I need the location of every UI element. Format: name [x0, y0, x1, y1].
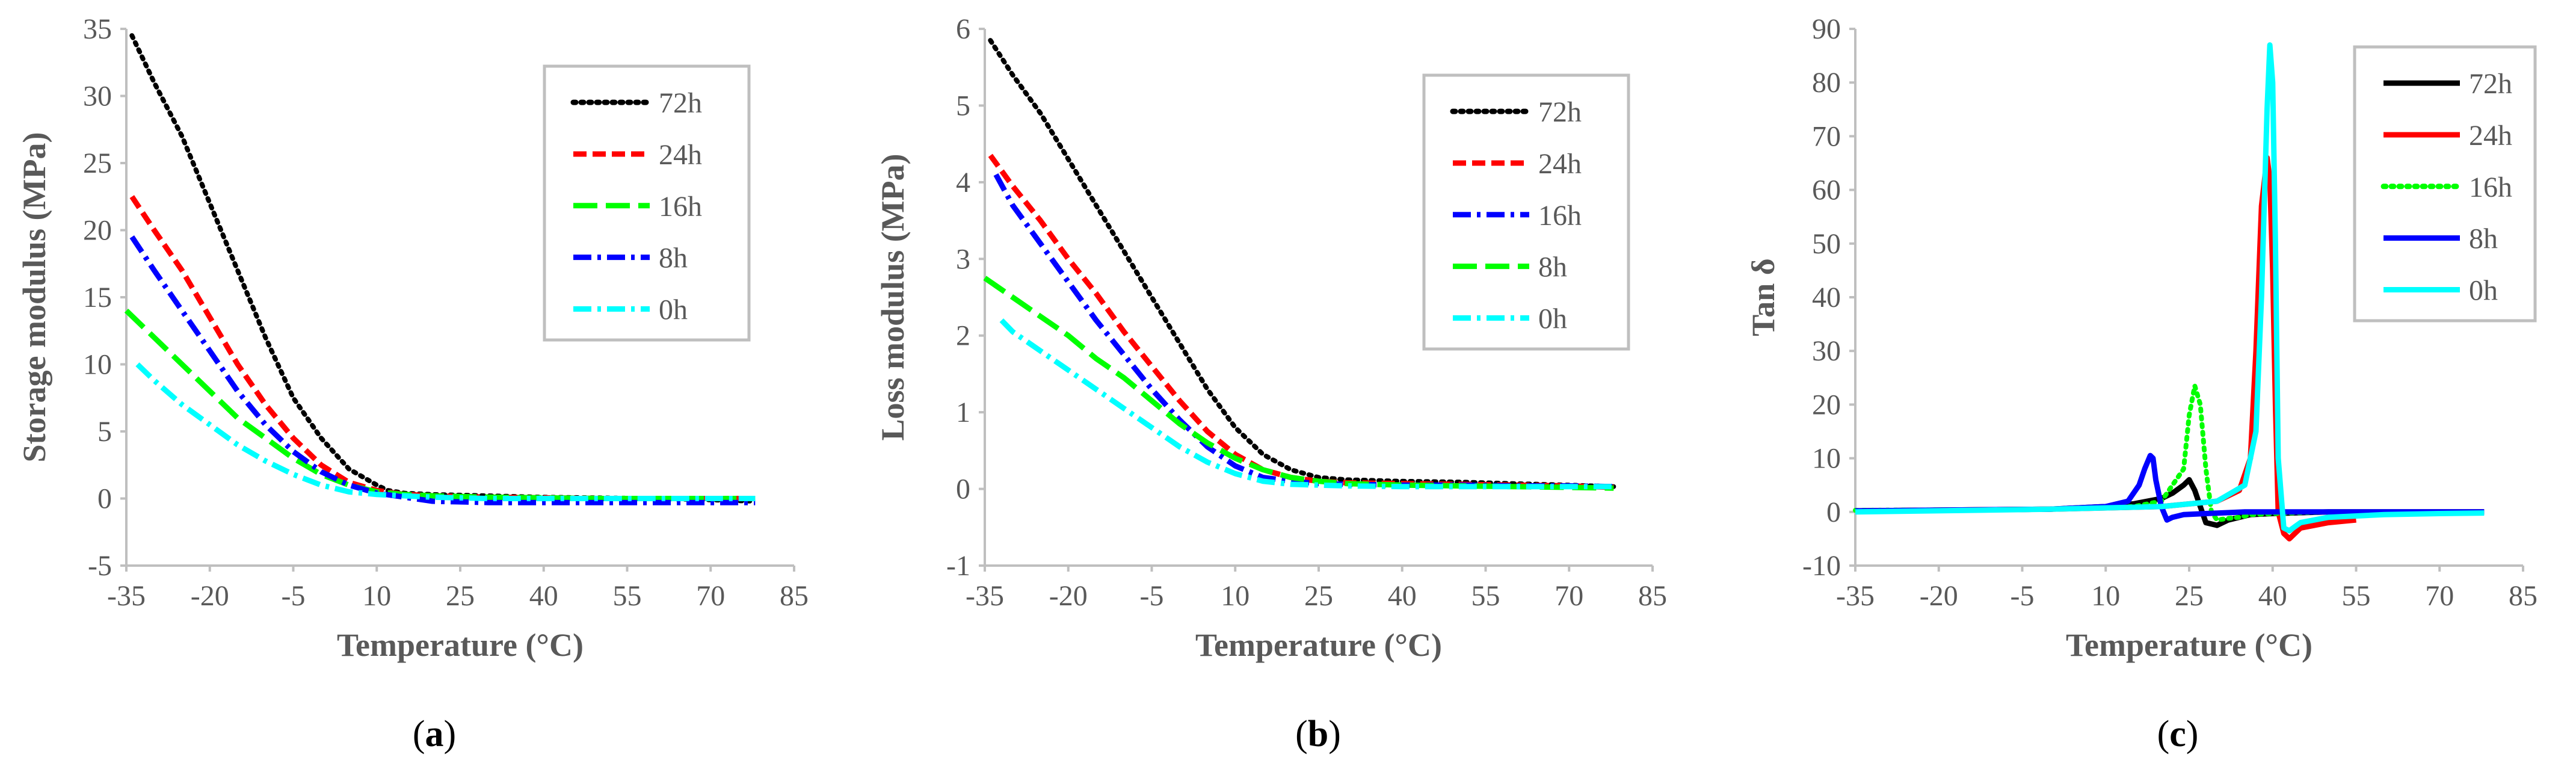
y-tick-label: 20: [83, 215, 112, 247]
y-tick-label: 0: [97, 483, 112, 515]
panel-label-b: (b): [1295, 714, 1341, 755]
x-tick-label: 10: [2091, 580, 2120, 612]
y-tick-label: 50: [1812, 228, 1841, 260]
series-line-8h: [983, 276, 1614, 491]
series-line-0h: [135, 362, 756, 501]
y-tick-label: 30: [1812, 335, 1841, 367]
chart-panel-b: -1 0 1 2 3 4 5 6 -35 -20 -5 10 25 40 55 70 85 Temperature…: [858, 0, 1717, 778]
series-line-8h: [1855, 452, 2485, 523]
x-tick-label: -5: [282, 580, 306, 612]
y-tick-label: 80: [1812, 67, 1841, 99]
legend-label-16h: 16h: [2469, 171, 2512, 203]
legend-label-8h: 8h: [2469, 223, 2498, 255]
legend-label-72h: 72h: [2469, 68, 2512, 100]
x-tick-label: 70: [696, 580, 725, 612]
series-line-0h: [1855, 42, 2485, 534]
x-tick-label: -35: [966, 580, 1004, 612]
x-tick-label: 10: [362, 580, 391, 612]
y-tick-label: 4: [956, 167, 970, 199]
x-tick-label: 85: [2509, 580, 2537, 612]
y-tick-label: 40: [1812, 282, 1841, 313]
y-axis-title: Loss modulus (MPa): [875, 153, 911, 440]
x-tick-label: 25: [446, 580, 475, 612]
y-tick-label: 5: [956, 90, 970, 122]
x-tick-label: -35: [1836, 580, 1875, 612]
y-tick-label: 25: [83, 147, 112, 179]
storage-modulus-chart: -5 0 5 10 15 20 25 30 35 -35 -20 -5 10 25 40 55 70 85 Temp…: [16, 13, 809, 663]
x-tick-label: -20: [1920, 580, 1958, 612]
y-tick-label: 60: [1812, 174, 1841, 206]
panel-label-a: (a): [412, 714, 457, 755]
x-tick-label: 85: [780, 580, 809, 612]
x-tick-label: -20: [191, 580, 229, 612]
series-line-8h: [129, 235, 756, 505]
x-axis-title: Temperature (°C): [337, 627, 584, 663]
panel-label-c: (c): [2157, 714, 2199, 755]
legend-label-8h: 8h: [1538, 252, 1567, 283]
y-tick-label: 20: [1812, 389, 1841, 421]
x-tick-label: 55: [1471, 580, 1500, 612]
y-tick-label: 3: [956, 243, 970, 275]
legend-label-0h: 0h: [1538, 303, 1567, 335]
y-tick-label: -5: [88, 550, 112, 582]
legend-label-0h: 0h: [659, 294, 688, 326]
y-tick-label: 10: [1812, 443, 1841, 475]
y-tick-label: 0: [956, 474, 970, 505]
series-line-16h: [993, 173, 1614, 490]
x-tick-label: -20: [1049, 580, 1088, 612]
series-line-72h: [988, 38, 1616, 489]
legend-label-24h: 24h: [2469, 120, 2512, 152]
y-axis-title: Tan δ: [1745, 258, 1781, 336]
legend-label-72h: 72h: [1538, 96, 1582, 128]
y-tick-label: 2: [956, 320, 970, 352]
y-tick-label: 30: [83, 81, 112, 113]
y-tick-label: 10: [83, 349, 112, 381]
tan-delta-chart: -10 0 10 20 30 40 50 60 70 80 90 -35 -20 -5 10 25 40 55 70…: [1745, 13, 2537, 663]
y-tick-label: 90: [1812, 13, 1841, 45]
y-tick-label: 70: [1812, 120, 1841, 152]
x-axis-title: Temperature (°C): [2066, 627, 2313, 663]
legend-label-24h: 24h: [659, 139, 702, 171]
chart-panel-c: -10 0 10 20 30 40 50 60 70 80 90 -35 -20 -5 10 25 40 55 70…: [1717, 0, 2575, 778]
series-line-24h: [988, 153, 1614, 490]
x-tick-label: 70: [2425, 580, 2454, 612]
x-tick-label: -35: [107, 580, 146, 612]
legend-label-0h: 0h: [2469, 274, 2498, 306]
x-tick-label: 70: [1555, 580, 1583, 612]
series-line-0h: [999, 318, 1614, 490]
legend-label-16h: 16h: [1538, 200, 1582, 232]
y-tick-label: 15: [83, 282, 112, 313]
y-tick-label: -1: [946, 550, 970, 582]
legend-label-72h: 72h: [659, 87, 702, 119]
y-tick-label: 5: [97, 416, 112, 448]
legend-label-8h: 8h: [659, 242, 688, 274]
legend-label-24h: 24h: [1538, 148, 1582, 180]
y-tick-label: 35: [83, 13, 112, 45]
x-tick-label: -5: [2011, 580, 2035, 612]
x-tick-label: 55: [2342, 580, 2371, 612]
x-tick-label: 40: [1388, 580, 1417, 612]
x-axis-title: Temperature (°C): [1195, 627, 1442, 663]
x-tick-label: -5: [1140, 580, 1164, 612]
x-tick-label: 40: [2258, 580, 2287, 612]
y-tick-label: 0: [1826, 496, 1841, 528]
x-tick-label: 55: [613, 580, 642, 612]
x-tick-label: 25: [1304, 580, 1333, 612]
x-tick-label: 40: [529, 580, 558, 612]
x-tick-label: 25: [2175, 580, 2204, 612]
legend-label-16h: 16h: [659, 191, 702, 223]
x-tick-label: 10: [1221, 580, 1249, 612]
y-axis-title: Storage modulus (MPa): [16, 132, 52, 463]
x-tick-label: 85: [1638, 580, 1667, 612]
y-tick-label: 1: [956, 397, 970, 428]
loss-modulus-chart: -1 0 1 2 3 4 5 6 -35 -20 -5 10 25 40 55 70 85 Temperature…: [875, 13, 1667, 663]
series-line-16h: [1853, 383, 2487, 523]
y-tick-label: 6: [956, 13, 970, 45]
y-tick-label: -10: [1802, 550, 1841, 582]
chart-panel-a: -5 0 5 10 15 20 25 30 35 -35 -20 -5 10 25 40 55 70 85 Temp…: [0, 0, 858, 778]
